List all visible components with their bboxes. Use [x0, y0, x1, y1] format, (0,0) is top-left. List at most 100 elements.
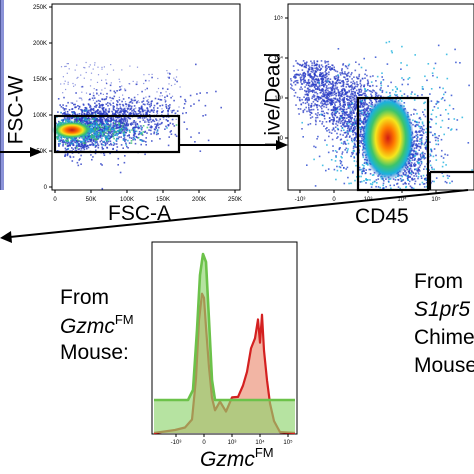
density-dot	[135, 135, 138, 138]
density-dot	[85, 108, 88, 111]
density-dot	[80, 108, 82, 111]
density-dot	[78, 143, 80, 145]
density-dot	[107, 129, 109, 132]
density-dot	[121, 100, 123, 103]
density-dot	[327, 100, 329, 103]
density-dot	[90, 122, 93, 124]
density-dot	[118, 113, 120, 116]
density-dot	[441, 149, 443, 152]
density-dot	[446, 181, 448, 184]
density-dot	[174, 83, 176, 85]
density-dot	[156, 112, 159, 114]
density-dot	[65, 120, 67, 123]
density-dot	[299, 73, 301, 76]
y-tick-label: 250K	[33, 5, 47, 11]
density-dot	[115, 119, 118, 121]
density-dot	[95, 120, 98, 123]
density-dot	[376, 94, 378, 97]
density-dot	[341, 105, 344, 108]
density-dot	[312, 108, 315, 111]
density-dot	[418, 143, 420, 145]
density-dot	[314, 71, 317, 74]
density-dot	[321, 95, 324, 98]
density-dot	[324, 73, 327, 76]
density-dot	[135, 102, 138, 104]
density-dot	[96, 141, 98, 143]
density-dot	[65, 149, 68, 151]
density-dot	[109, 125, 112, 128]
density-dot	[124, 101, 127, 103]
density-dot	[331, 111, 334, 114]
density-dot	[137, 100, 139, 102]
density-dot	[118, 103, 121, 106]
density-dot	[114, 124, 116, 127]
density-dot	[98, 116, 101, 118]
density-dot	[362, 113, 365, 116]
density-dot	[130, 98, 133, 101]
density-dot	[111, 131, 114, 133]
density-dot	[79, 140, 82, 143]
density-dot	[99, 105, 101, 107]
density-dot	[332, 119, 335, 122]
density-dot	[339, 108, 341, 111]
density-dot	[346, 95, 349, 97]
density-dot	[86, 121, 89, 124]
density-dot	[95, 106, 97, 108]
density-dot	[365, 94, 367, 96]
density-dot	[314, 67, 316, 70]
density-dot	[113, 137, 115, 140]
density-dot	[117, 109, 119, 112]
density-dot	[325, 106, 328, 109]
density-dot	[129, 109, 131, 111]
density-dot	[93, 133, 96, 136]
density-dot	[344, 93, 347, 96]
density-dot	[414, 165, 416, 167]
density-dot	[95, 145, 97, 147]
density-dot	[117, 137, 120, 140]
density-dot	[57, 143, 60, 145]
density-dot	[328, 73, 330, 76]
density-dot	[354, 133, 357, 135]
density-dot	[311, 85, 314, 87]
density-dot	[147, 119, 149, 122]
density-dot	[124, 110, 126, 112]
density-dot	[102, 134, 104, 136]
density-dot	[311, 71, 314, 73]
density-dot	[78, 108, 80, 110]
density-dot	[413, 147, 416, 149]
density-dot	[361, 149, 364, 151]
density-dot	[324, 139, 326, 142]
density-dot	[90, 138, 93, 140]
density-dot	[75, 149, 77, 152]
density-dot	[150, 104, 152, 107]
density-dot	[336, 82, 338, 85]
density-dot	[113, 127, 116, 130]
density-dot	[153, 109, 155, 111]
density-dot	[124, 155, 126, 157]
density-dot	[331, 68, 334, 70]
density-dot	[132, 109, 134, 111]
density-dot	[363, 119, 365, 121]
density-dot	[412, 178, 415, 181]
density-dot	[107, 132, 109, 135]
density-dot	[343, 117, 346, 119]
density-dot	[370, 95, 373, 97]
density-dot	[114, 125, 116, 128]
density-dot	[121, 118, 123, 121]
density-dot	[95, 100, 98, 103]
density-dot	[101, 123, 104, 125]
density-dot	[126, 128, 129, 131]
density-dot	[126, 122, 128, 125]
density-dot	[339, 97, 341, 99]
density-dot	[204, 104, 207, 107]
density-dot	[108, 137, 111, 140]
density-dot	[67, 139, 69, 141]
density-dot	[71, 160, 74, 162]
density-dot	[339, 98, 341, 101]
density-dot	[414, 168, 416, 171]
density-dot	[352, 131, 354, 133]
density-dot	[352, 80, 355, 82]
density-dot	[171, 95, 174, 97]
density-dot	[319, 71, 322, 74]
density-dot	[348, 107, 351, 109]
